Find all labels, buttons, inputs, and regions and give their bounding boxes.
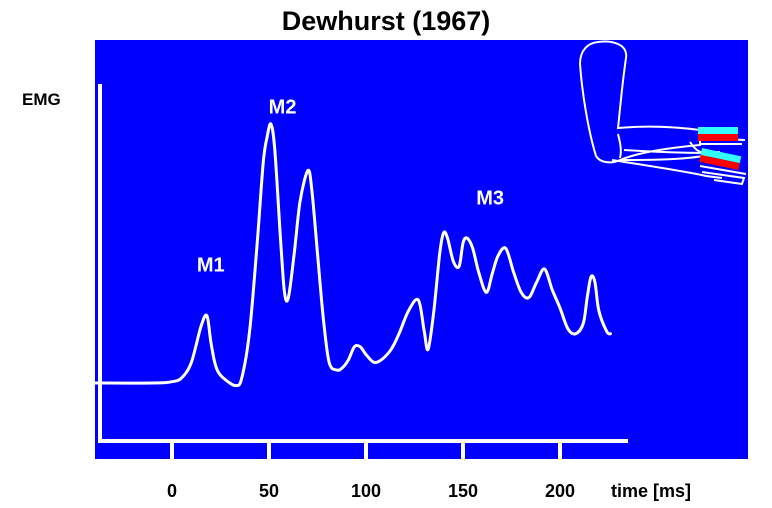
marker-upper-cyan <box>698 127 738 134</box>
emg-trace-line <box>92 122 612 388</box>
x-tick-label: 100 <box>350 481 382 501</box>
plot-area <box>95 40 748 459</box>
x-tick-label: 50 <box>258 481 280 501</box>
x-axis-label: time [ms] <box>611 481 692 501</box>
annotation-m2: M2 <box>269 97 297 119</box>
annotation-m3: M3 <box>476 187 504 209</box>
annotation-m1: M1 <box>197 255 225 277</box>
annotations: M1 M2 M3 <box>197 97 504 277</box>
x-tick-label: 150 <box>447 481 479 501</box>
marker-lower-cyan <box>700 148 742 164</box>
y-axis-label: EMG <box>22 90 61 109</box>
marker-lower-red <box>699 154 740 171</box>
chart-title: Dewhurst (1967) <box>281 6 491 36</box>
stimulus-markers <box>698 127 742 171</box>
x-tick-label: 0 <box>166 481 177 501</box>
x-tick-label: 200 <box>544 481 576 501</box>
marker-upper-red <box>698 134 738 141</box>
axes <box>98 84 628 459</box>
